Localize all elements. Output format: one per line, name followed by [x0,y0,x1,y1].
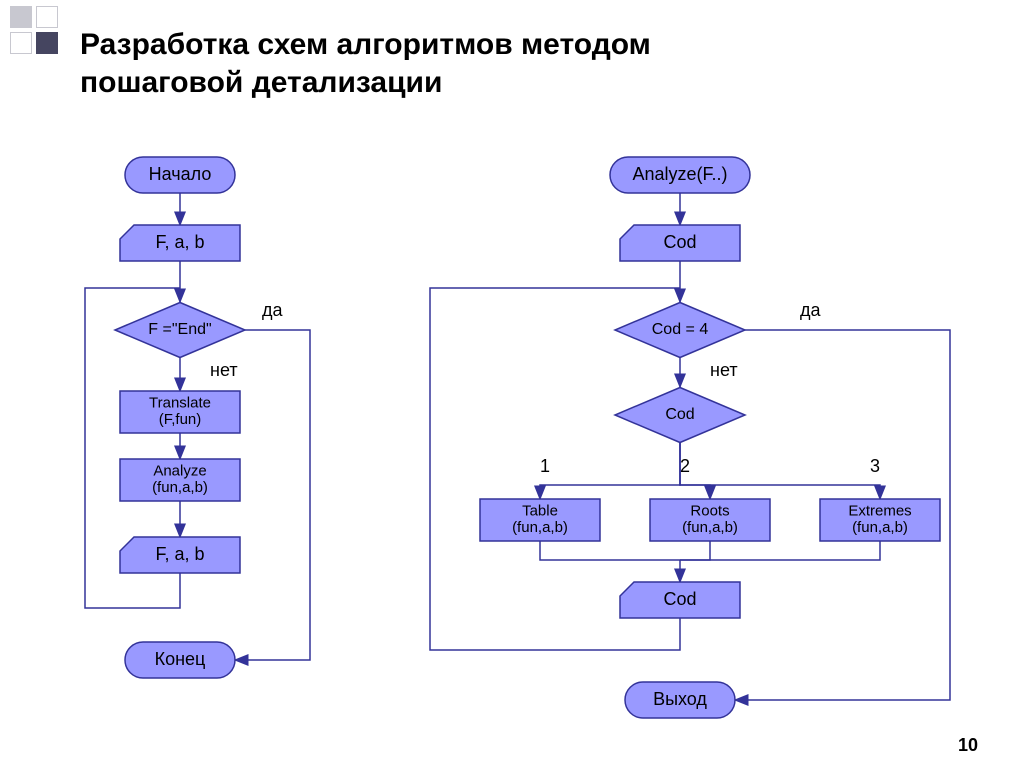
node-rtable: Table(fun,a,b) [480,499,600,541]
node-rcod1: Cod [620,225,740,261]
corner-decoration [36,6,58,28]
svg-text:F, a, b: F, a, b [155,232,204,252]
edge [235,330,310,660]
node-input2: F, a, b [120,537,240,573]
node-rswitch: Cod [615,388,745,443]
edge [540,541,680,560]
svg-text:(fun,a,b): (fun,a,b) [682,519,738,536]
corner-decoration [36,32,58,54]
svg-text:Table: Table [522,503,558,520]
edge-label: 3 [870,456,880,476]
edge-label: нет [710,360,738,380]
svg-text:Конец: Конец [155,649,206,669]
node-start: Начало [125,157,235,193]
node-rcond: Cod = 4 [615,303,745,358]
svg-text:Analyze: Analyze [153,463,206,480]
svg-text:Cod = 4: Cod = 4 [652,321,709,338]
svg-text:F ="End": F ="End" [148,321,211,338]
flowchart-svg: нет да нет да 1 2 3 Начало F, a, b F ="End" Transl… [0,0,1024,767]
node-end: Конец [125,642,235,678]
svg-text:Cod: Cod [665,406,694,423]
edge-label: нет [210,360,238,380]
node-rextreme: Extremes(fun,a,b) [820,499,940,541]
page-number: 10 [958,735,978,756]
svg-text:Translate: Translate [149,395,211,412]
node-analyze: Analyze(fun,a,b) [120,459,240,501]
edge-label: да [262,300,284,320]
edge-label: 1 [540,456,550,476]
node-rend: Выход [625,682,735,718]
page-title: Разработка схем алгоритмов методомпошаго… [80,26,651,102]
svg-text:F, a, b: F, a, b [155,544,204,564]
corner-decoration [10,6,32,28]
svg-text:Выход: Выход [653,689,707,709]
node-cond: F ="End" [115,303,245,358]
svg-text:Roots: Roots [690,503,729,520]
edge [540,443,680,499]
svg-text:(F,fun): (F,fun) [159,411,202,428]
node-rcod2: Cod [620,582,740,618]
svg-text:Cod: Cod [663,232,696,252]
edge [680,541,710,560]
node-rstart: Analyze(F..) [610,157,750,193]
svg-text:Analyze(F..): Analyze(F..) [632,164,727,184]
node-input: F, a, b [120,225,240,261]
svg-text:(fun,a,b): (fun,a,b) [852,519,908,536]
node-translate: Translate(F,fun) [120,391,240,433]
svg-text:Начало: Начало [149,164,212,184]
svg-text:Extremes: Extremes [848,503,911,520]
edge-label: 2 [680,456,690,476]
svg-text:(fun,a,b): (fun,a,b) [512,519,568,536]
corner-decoration [10,32,32,54]
edge-label: да [800,300,822,320]
svg-text:Cod: Cod [663,589,696,609]
svg-text:(fun,a,b): (fun,a,b) [152,479,208,496]
node-rroots: Roots(fun,a,b) [650,499,770,541]
